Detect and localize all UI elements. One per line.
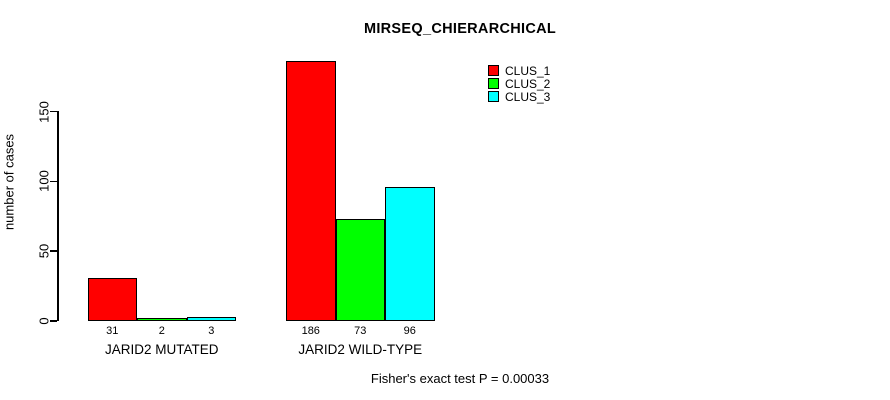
y-tick-mark — [50, 320, 57, 322]
bar-clus_2-1 — [137, 318, 187, 321]
chart-title: MIRSEQ_CHIERARCHICAL — [363, 21, 557, 37]
bar-value-label: 3 — [208, 325, 215, 337]
group-label: JARID2 MUTATED — [104, 342, 219, 357]
bar-value-label: 73 — [354, 325, 367, 337]
bar-clus_3-1 — [186, 316, 236, 321]
legend-swatch-icon — [488, 91, 499, 102]
y-tick-mark — [50, 110, 57, 113]
y-tick-label: 100 — [36, 170, 52, 193]
bar-clus_3-2 — [385, 186, 435, 321]
y-tick-mark — [50, 250, 57, 252]
legend-swatch-icon — [488, 78, 499, 89]
legend-swatch-icon — [488, 65, 499, 76]
bar-value-label: 186 — [301, 325, 320, 337]
legend-row-clus_3: CLUS_3 — [488, 89, 551, 104]
legend: CLUS_1 CLUS_2 CLUS_3 — [488, 63, 551, 104]
y-tick-label: 0 — [36, 317, 52, 325]
bar-clus_2-2 — [335, 219, 385, 321]
legend-row-clus_1: CLUS_1 — [488, 63, 551, 78]
bar-clus_1-2 — [286, 61, 336, 321]
y-tick-label: 150 — [36, 100, 52, 123]
bar-value-label: 96 — [403, 325, 416, 337]
y-axis-line — [57, 111, 59, 321]
y-tick-mark — [50, 180, 57, 183]
group-label: JARID2 WILD-TYPE — [298, 342, 423, 357]
bar-value-label: 31 — [106, 325, 119, 337]
legend-label: CLUS_3 — [505, 89, 551, 104]
bar-clus_1-1 — [87, 277, 137, 321]
footnote: Fisher's exact test P = 0.00033 — [370, 371, 550, 386]
y-axis-label: number of cases — [1, 133, 17, 231]
y-tick-label: 50 — [36, 243, 52, 259]
legend-label: CLUS_2 — [505, 76, 551, 91]
bar-value-label: 2 — [158, 325, 165, 337]
legend-label: CLUS_1 — [505, 63, 551, 78]
legend-row-clus_2: CLUS_2 — [488, 76, 551, 91]
